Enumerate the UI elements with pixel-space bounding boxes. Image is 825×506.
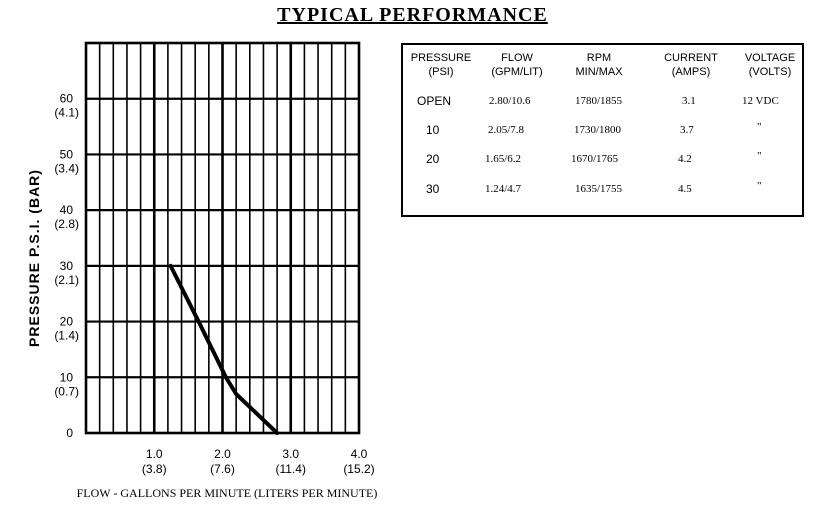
row-10-voltage: " [757, 121, 762, 133]
table-header-voltage: VOLTAGE (VOLTS) [735, 51, 805, 79]
row-30-pressure: 30 [426, 182, 440, 196]
row-10-rpm: 1730/1800 [574, 124, 622, 136]
row-30-current: 4.5 [678, 183, 692, 195]
row-30-flow: 1.24/4.7 [485, 183, 522, 195]
header-line2: MIN/MAX [575, 66, 623, 78]
row-open-current: 3.1 [682, 95, 696, 107]
header-line2: (AMPS) [671, 66, 711, 78]
row-open-flow: 2.80/10.6 [489, 95, 531, 107]
y-tick-sublabel: (3.4) [54, 161, 79, 175]
table-header-current: CURRENT (AMPS) [655, 51, 727, 79]
y-tick-label: 40 [60, 203, 74, 217]
x-tick-label: 3.0 [282, 447, 299, 461]
table-header-rpm: RPM MIN/MAX [563, 51, 635, 79]
y-tick-label: 50 [60, 147, 74, 161]
header-line1: RPM [586, 52, 612, 64]
row-20-voltage: " [757, 150, 762, 162]
row-10-pressure: 10 [426, 123, 440, 137]
row-open-rpm: 1780/1855 [575, 95, 623, 107]
x-tick-sublabel: (7.6) [210, 462, 235, 476]
y-tick-label: 0 [66, 426, 73, 440]
y-tick-label: 20 [60, 315, 74, 329]
y-tick-label: 30 [60, 259, 74, 273]
header-line1: VOLTAGE [744, 52, 796, 64]
header-line2: (GPM/LIT) [491, 66, 543, 78]
row-30-rpm: 1635/1755 [575, 183, 623, 195]
x-tick-sublabel: (3.8) [142, 462, 167, 476]
x-tick-sublabel: (11.4) [276, 462, 306, 476]
y-tick-sublabel: (2.8) [54, 217, 79, 231]
row-30-voltage: " [757, 180, 762, 192]
row-20-flow: 1.65/6.2 [485, 153, 522, 165]
performance-curve [168, 263, 280, 435]
row-open-voltage: 12 VDC [742, 95, 779, 107]
x-tick-label: 1.0 [146, 447, 163, 461]
y-tick-sublabel: (0.7) [54, 384, 79, 398]
plot-frame [84, 41, 361, 435]
header-line1: PRESSURE [410, 52, 472, 64]
y-axis-title: PRESSURE P.S.I. (BAR) [26, 169, 42, 347]
y-tick-sublabel: (4.1) [54, 106, 79, 120]
row-10-flow: 2.05/7.8 [488, 124, 525, 136]
x-axis-title: FLOW - GALLONS PER MINUTE (LITERS PER MI… [77, 486, 378, 500]
page-title: TYPICAL PERFORMANCE [277, 4, 548, 26]
table-header-flow: FLOW (GPM/LIT) [481, 51, 553, 79]
row-20-current: 4.2 [678, 153, 692, 165]
header-line2: (PSI) [428, 66, 454, 78]
x-tick-sublabel: (15.2) [343, 462, 374, 476]
y-tick-sublabel: (1.4) [54, 329, 79, 343]
row-20-pressure: 20 [426, 152, 440, 166]
y-tick-label: 10 [60, 370, 74, 384]
row-10-current: 3.7 [680, 124, 694, 136]
performance-table: PRESSURE (PSI) FLOW (GPM/LIT) RPM MIN/MA… [401, 43, 804, 217]
x-tick-label: 4.0 [351, 447, 368, 461]
table-header-pressure: PRESSURE (PSI) [407, 51, 475, 79]
header-line2: (VOLTS) [748, 66, 792, 78]
header-line1: CURRENT [664, 52, 718, 64]
header-line1: FLOW [501, 52, 533, 64]
x-tick-label: 2.0 [214, 447, 231, 461]
y-tick-label: 60 [60, 92, 74, 106]
row-open-pressure: OPEN [417, 94, 452, 108]
row-20-rpm: 1670/1765 [571, 153, 619, 165]
y-tick-sublabel: (2.1) [54, 273, 79, 287]
